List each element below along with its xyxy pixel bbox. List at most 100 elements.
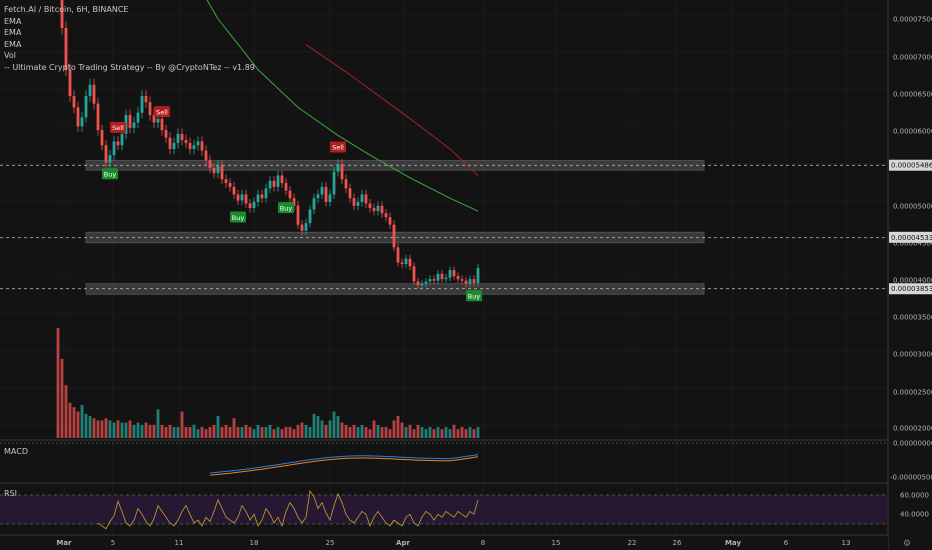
ema-legend-2[interactable]: EMA: [4, 28, 22, 37]
time-axis-label: 18: [250, 539, 259, 547]
volume-bar: [388, 429, 392, 438]
rsi-pane-label[interactable]: RSI: [4, 489, 17, 498]
volume-bar: [296, 424, 300, 438]
candle-body: [368, 203, 372, 209]
volume-bar: [236, 427, 240, 438]
volume-bar: [252, 429, 256, 438]
candle-body: [268, 180, 272, 189]
volume-bar: [284, 427, 288, 438]
price-axis-label: 0.00004500: [893, 240, 932, 248]
volume-bar: [288, 427, 292, 438]
ema-legend-1[interactable]: EMA: [4, 16, 22, 26]
volume-bar: [80, 405, 84, 438]
candle-body: [252, 201, 256, 209]
time-axis-label: 6: [784, 539, 789, 547]
candle-body: [224, 179, 228, 184]
price-marker-box: [889, 159, 932, 171]
volume-bar: [328, 420, 332, 438]
candle-body: [316, 194, 320, 199]
candle-body: [376, 205, 380, 212]
candle-body: [308, 209, 312, 224]
buy-signal-label: Buy: [280, 204, 293, 212]
symbol-title[interactable]: Fetch.AI / Bitcoin, 6H, BINANCE: [4, 5, 129, 14]
volume-bar: [432, 429, 436, 438]
candle-body: [276, 175, 280, 187]
volume-bar: [116, 420, 120, 438]
volume-bar: [420, 427, 424, 438]
volume-bar: [224, 424, 228, 438]
candle-body: [244, 194, 248, 204]
candle-body: [396, 247, 400, 263]
time-axis-label: 5: [111, 539, 115, 547]
volume-bar: [216, 416, 220, 438]
macd-pane-label[interactable]: MACD: [4, 447, 28, 456]
volume-bar: [140, 424, 144, 438]
ema-green-line: [206, 0, 479, 212]
volume-bar: [100, 420, 104, 438]
candle-body: [448, 270, 452, 278]
candle-body: [204, 150, 208, 161]
volume-bar: [368, 429, 372, 438]
candle-body: [212, 167, 216, 174]
indicator-legend: Fetch.AI / Bitcoin, 6H, BINANCE EMA EMA …: [4, 4, 255, 73]
candle-body: [408, 258, 412, 267]
volume-legend[interactable]: Vol: [4, 51, 16, 60]
candle-body: [464, 280, 468, 284]
volume-bar: [476, 427, 480, 438]
price-axis-label: 0.00005000: [893, 203, 932, 211]
volume-bar: [112, 422, 116, 438]
candle-body: [300, 224, 304, 231]
volume-bar: [64, 385, 68, 438]
ema-red-line: [305, 44, 479, 176]
volume-bar: [160, 424, 164, 438]
price-marker-label: 0.00003853: [891, 285, 932, 293]
volume-bar: [412, 429, 416, 438]
candle-body: [88, 84, 92, 97]
volume-bar: [384, 427, 388, 438]
candle-body: [292, 198, 296, 206]
volume-bar: [152, 424, 156, 438]
time-axis-label: 25: [326, 539, 335, 547]
rsi-band: [0, 495, 887, 524]
volume-bar: [300, 422, 304, 438]
volume-bar: [104, 418, 108, 438]
volume-bar: [292, 429, 296, 438]
candle-body: [100, 130, 104, 146]
candle-body: [220, 165, 224, 180]
volume-bar: [192, 424, 196, 438]
price-marker-label: 0.00005486: [891, 162, 932, 170]
volume-bar: [464, 429, 468, 438]
volume-bar: [96, 420, 100, 438]
candle-body: [72, 96, 76, 108]
candle-body: [148, 102, 152, 115]
candle-body: [456, 276, 460, 280]
candle-body: [412, 266, 416, 282]
rsi-axis-label: 60.0000: [900, 492, 929, 500]
volume-bar: [84, 413, 88, 438]
sell-signal-label: Sell: [332, 144, 344, 152]
volume-bar: [188, 427, 192, 438]
candle-body: [452, 270, 456, 277]
ema-legend-3[interactable]: EMA: [4, 39, 22, 49]
candle-body: [468, 279, 472, 284]
candle-body: [332, 171, 336, 195]
candle-body: [460, 279, 464, 281]
candle-body: [108, 155, 112, 163]
candle-body: [348, 188, 352, 199]
volume-bar: [272, 429, 276, 438]
candle-body: [232, 186, 236, 195]
price-axis-label: 0.00002500: [893, 389, 932, 397]
volume-bar: [88, 416, 92, 438]
volume-bar: [136, 422, 140, 438]
volume-bar: [120, 422, 124, 438]
volume-bar: [128, 420, 132, 438]
volume-bar: [428, 427, 432, 438]
candle-body: [352, 198, 356, 206]
candle-body: [340, 164, 344, 180]
buy-signal-marker: [466, 290, 482, 302]
price-axis-label: 0.00006000: [893, 128, 932, 136]
volume-bar: [312, 413, 316, 438]
strategy-legend[interactable]: -- Ultimate Crypto Trading Strategy -- B…: [4, 62, 255, 72]
volume-bar: [304, 424, 308, 438]
